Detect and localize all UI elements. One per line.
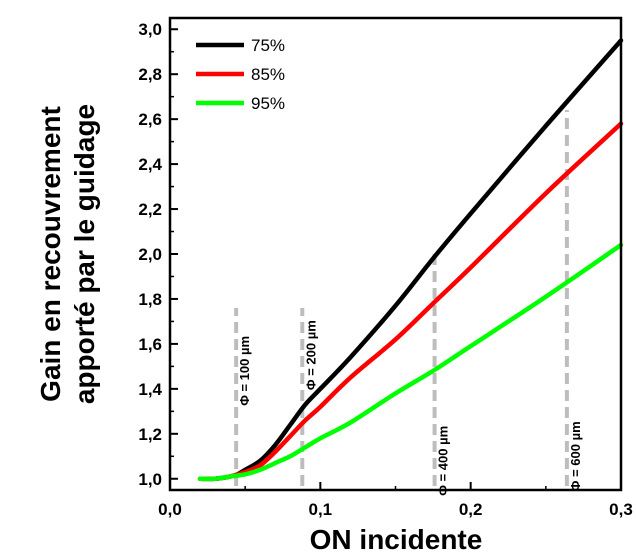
- y-tick-label: 3,0: [138, 20, 162, 39]
- diameter-annotation-label: Φ = 400 µm: [436, 426, 451, 496]
- y-axis-title: Gain en recouvrement apporté par le guid…: [35, 104, 100, 404]
- diameter-annotation-label: Φ = 600 µm: [568, 421, 583, 491]
- y-tick-label: 1,0: [138, 470, 162, 489]
- series-line: [197, 242, 624, 482]
- x-axis-title: ON incidente: [310, 524, 483, 555]
- y-tick-label: 1,2: [138, 425, 162, 444]
- diameter-annotation-label: Φ = 100 µm: [237, 336, 252, 406]
- series-layer: [197, 38, 624, 482]
- legend-label: 75%: [251, 36, 285, 55]
- y-tick-label: 1,6: [138, 335, 162, 354]
- legend-label: 95%: [251, 94, 285, 113]
- legend-label: 85%: [251, 65, 285, 84]
- annotation-layer: Φ = 100 µm Φ = 200 µm Φ = 400 µm Φ = 600 µm: [234, 110, 583, 496]
- y-tick-label: 2,0: [138, 245, 162, 264]
- legend: 75% 85% 95%: [196, 36, 285, 113]
- y-tick-label: 1,4: [138, 380, 162, 399]
- y-tick-label: 2,8: [138, 65, 162, 84]
- x-tick-label: 0,3: [609, 500, 633, 519]
- series-line: [197, 121, 624, 482]
- y-axis-title-line-2: apporté par le guidage: [69, 104, 100, 404]
- y-tick-label: 2,4: [138, 155, 162, 174]
- x-tick-label: 0,0: [158, 500, 182, 519]
- diameter-annotation-label: Φ = 200 µm: [303, 320, 318, 390]
- y-tick-label: 2,2: [138, 200, 162, 219]
- plot-frame: [168, 16, 623, 492]
- y-axis-title-line-1: Gain en recouvrement: [35, 106, 66, 402]
- y-tick-label: 2,6: [138, 110, 162, 129]
- x-tick-label: 0,1: [309, 500, 333, 519]
- x-tick-label: 0,2: [459, 500, 483, 519]
- ticks-layer: 0,0 0,1 0,2 0,3 1,0 1,2 1,4 1,6 1,8 2,0 2,2 2,4 2,6 2…: [138, 20, 632, 519]
- y-tick-label: 1,8: [138, 290, 162, 309]
